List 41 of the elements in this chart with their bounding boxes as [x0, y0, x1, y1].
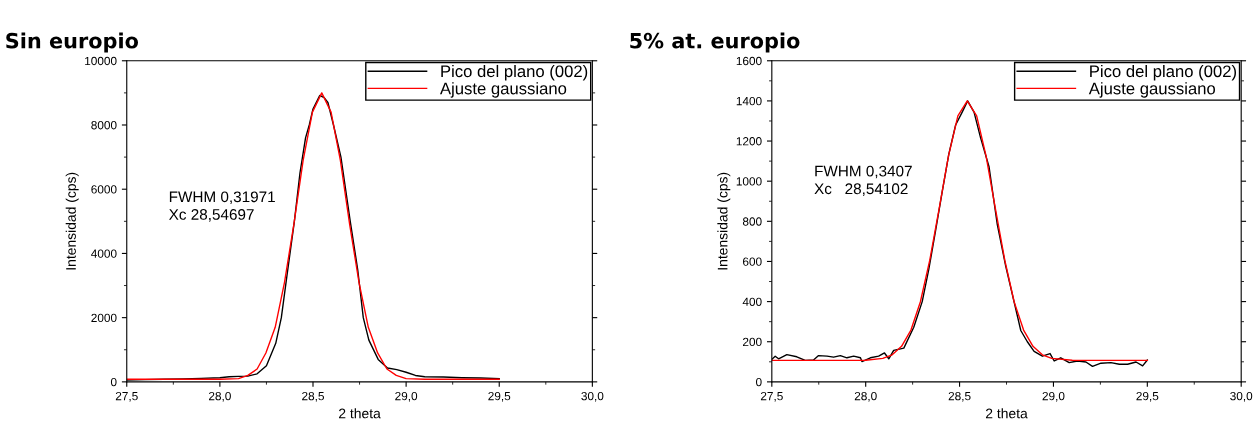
annotation: Xc 28,54697 — [169, 209, 254, 222]
y-tick-label: 1600 — [736, 56, 762, 66]
y-tick-label: 1000 — [736, 177, 762, 186]
y-tick-label: 4000 — [91, 249, 117, 258]
y-tick-label: 200 — [743, 337, 762, 347]
x-tick-label: 30,0 — [1230, 391, 1253, 402]
y-tick-label: 800 — [742, 217, 762, 226]
y-tick-label: 1400 — [736, 96, 762, 106]
y-tick-label: 0 — [110, 377, 117, 387]
y-tick-label: 6000 — [91, 185, 117, 194]
y-tick-label: 600 — [743, 257, 762, 266]
legend-label: Ajuste gaussiano — [1088, 82, 1216, 98]
chart-title: 5% at. europio — [630, 32, 800, 53]
y-axis-title: Intensidad (cps) — [65, 172, 79, 270]
legend-label: Pico del plano (002) — [1090, 64, 1236, 81]
x-tick-label: 28,5 — [302, 391, 324, 402]
y-tick-label: 0 — [756, 377, 762, 387]
annotation: FWHM 0,31971 — [169, 191, 275, 205]
x-tick-label: 30,0 — [581, 391, 604, 402]
y-tick-label: 1200 — [736, 137, 762, 146]
x-tick-label: 29,0 — [395, 391, 418, 402]
annotation: Xc 28,54102 — [814, 183, 908, 196]
x-tick-label: 27,5 — [115, 391, 138, 402]
y-tick-label: 8000 — [91, 121, 117, 130]
y-axis-title: Intensidad (cps) — [717, 172, 731, 270]
x-tick-label: 29,5 — [488, 391, 511, 402]
x-tick-label: 27,5 — [760, 391, 783, 402]
legend-label: Ajuste gaussiano — [440, 82, 567, 98]
x-tick-label: 28,5 — [948, 391, 971, 402]
x-axis-title: 2 theta — [985, 408, 1028, 419]
x-tick-label: 28,0 — [208, 391, 231, 402]
chart-title: Sin europio — [6, 32, 139, 53]
y-tick-label: 2000 — [91, 313, 117, 323]
y-tick-label: 10000 — [85, 56, 117, 66]
legend-label: Pico del plano (002) — [441, 64, 588, 81]
y-tick-label: 400 — [742, 297, 762, 306]
x-tick-label: 28,0 — [854, 391, 877, 402]
annotation: FWHM 0,3407 — [815, 165, 912, 179]
x-tick-label: 29,0 — [1042, 391, 1065, 402]
x-axis-title: 2 theta — [339, 408, 381, 419]
x-tick-label: 29,5 — [1136, 391, 1159, 402]
